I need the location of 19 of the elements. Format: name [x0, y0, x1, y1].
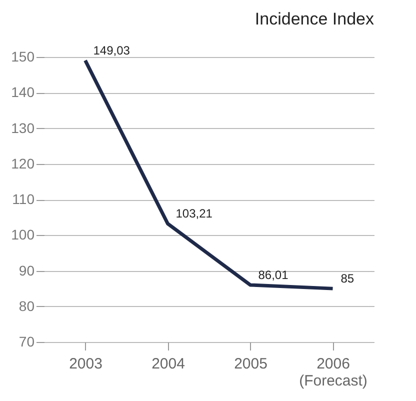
x-tick-label: 2003 [69, 356, 102, 372]
data-label: 86,01 [258, 268, 289, 282]
y-tick-label: 90 [18, 262, 35, 278]
x-tick-label: 2005 [234, 356, 268, 372]
y-tick-label: 70 [18, 334, 35, 350]
x-tick-label: 2006 (Forecast) [299, 356, 368, 390]
x-tick-label: 2004 [152, 356, 185, 372]
y-tick-label: 150 [11, 48, 35, 64]
y-tick-label: 80 [18, 298, 35, 314]
line-series [84, 58, 334, 290]
y-tick-label: 130 [11, 120, 35, 136]
y-tick-label: 120 [11, 155, 35, 172]
chart-title: Incidence Index [254, 9, 374, 28]
y-tick-label: 140 [11, 84, 35, 100]
y-tick-label: 100 [11, 226, 35, 243]
data-label: 149,03 [93, 43, 130, 58]
data-label: 103,21 [176, 206, 213, 221]
y-tick-label: 110 [12, 191, 35, 207]
data-label: 85 [340, 272, 354, 286]
